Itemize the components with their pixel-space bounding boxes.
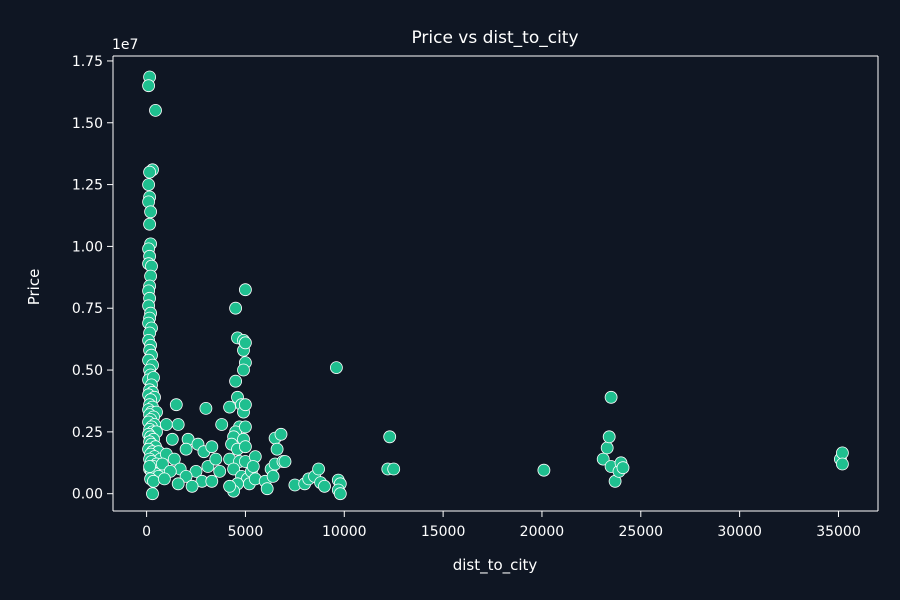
y-tick-label-6: 1.50 bbox=[72, 116, 103, 132]
chart-title: Price vs dist_to_city bbox=[411, 28, 578, 48]
data-point-147 bbox=[274, 427, 288, 441]
ticks-layer: 0 5000 10000 15000 20000 25000 30000 35000 0.00 0… bbox=[72, 54, 861, 540]
y-tick-label-4: 1.00 bbox=[72, 239, 103, 255]
data-point-83 bbox=[165, 432, 179, 446]
data-point-113 bbox=[238, 283, 252, 297]
data-point-5 bbox=[142, 178, 156, 192]
data-point-81 bbox=[159, 418, 173, 431]
data-point-95 bbox=[179, 469, 193, 483]
data-point-98 bbox=[171, 477, 185, 491]
data-point-143 bbox=[260, 482, 274, 496]
data-point-179 bbox=[836, 457, 849, 471]
data-point-156 bbox=[312, 462, 326, 476]
data-point-136 bbox=[223, 479, 237, 493]
x-tick-label-3: 15000 bbox=[421, 524, 466, 540]
y-tick-label-7: 1.75 bbox=[72, 54, 103, 70]
data-point-106 bbox=[223, 400, 237, 414]
points-layer bbox=[142, 70, 849, 501]
data-point-127 bbox=[238, 440, 252, 454]
data-point-104 bbox=[199, 401, 213, 415]
data-point-158 bbox=[318, 479, 331, 493]
x-tick-label-4: 20000 bbox=[520, 524, 565, 540]
data-point-80 bbox=[169, 398, 183, 412]
data-point-148 bbox=[270, 442, 284, 456]
data-point-165 bbox=[383, 430, 397, 444]
data-point-105 bbox=[215, 418, 229, 431]
data-point-178 bbox=[836, 446, 849, 460]
data-point-107 bbox=[229, 374, 243, 388]
y-tick-label-1: 0.25 bbox=[72, 425, 103, 441]
data-point-115 bbox=[237, 363, 250, 377]
x-tick-label-6: 30000 bbox=[717, 524, 762, 540]
data-point-79 bbox=[143, 460, 157, 473]
data-point-88 bbox=[167, 452, 181, 466]
data-point-2 bbox=[149, 104, 162, 117]
data-point-112 bbox=[238, 336, 252, 350]
data-point-170 bbox=[602, 430, 616, 444]
data-point-124 bbox=[238, 420, 252, 434]
data-point-150 bbox=[266, 469, 280, 483]
data-point-119 bbox=[238, 398, 252, 412]
y-tick-label-5: 1.25 bbox=[72, 178, 103, 194]
x-tick-label-0: 0 bbox=[142, 524, 151, 540]
data-point-1 bbox=[142, 79, 156, 93]
data-point-100 bbox=[185, 479, 199, 493]
x-tick-label-7: 35000 bbox=[816, 524, 861, 540]
data-point-169 bbox=[600, 441, 614, 455]
data-point-167 bbox=[537, 463, 551, 477]
data-point-9 bbox=[143, 217, 157, 231]
data-point-101 bbox=[213, 464, 227, 478]
data-point-168 bbox=[596, 452, 610, 466]
axes-layer bbox=[112, 55, 879, 512]
data-point-102 bbox=[209, 452, 223, 466]
x-tick-label-1: 5000 bbox=[228, 524, 264, 540]
data-point-78 bbox=[146, 487, 159, 501]
y-tick-label-2: 0.50 bbox=[72, 363, 103, 379]
data-point-97 bbox=[157, 472, 171, 486]
data-point-103 bbox=[205, 440, 219, 454]
y-tick-label-3: 0.75 bbox=[72, 301, 103, 317]
data-point-85 bbox=[179, 442, 193, 456]
data-point-8 bbox=[144, 205, 158, 219]
x-tick-label-5: 25000 bbox=[619, 524, 664, 540]
data-point-108 bbox=[229, 301, 243, 315]
y-axis-label: Price bbox=[25, 269, 43, 306]
data-point-171 bbox=[604, 390, 618, 404]
y-tick-label-0: 0.00 bbox=[72, 487, 103, 503]
data-point-82 bbox=[171, 418, 185, 431]
y-axis-scale-offset: 1e7 bbox=[112, 37, 138, 53]
x-tick-label-2: 10000 bbox=[322, 524, 367, 540]
data-point-94 bbox=[201, 460, 215, 473]
data-point-4 bbox=[143, 165, 157, 179]
data-point-131 bbox=[227, 462, 241, 476]
data-point-176 bbox=[616, 461, 630, 475]
data-point-139 bbox=[246, 460, 260, 473]
data-point-159 bbox=[329, 361, 343, 375]
data-point-77 bbox=[147, 474, 160, 488]
data-point-166 bbox=[387, 462, 401, 476]
data-point-163 bbox=[333, 487, 347, 501]
data-point-99 bbox=[205, 474, 219, 488]
data-point-90 bbox=[155, 457, 169, 471]
x-axis-label: dist_to_city bbox=[453, 556, 538, 575]
data-point-151 bbox=[278, 455, 292, 468]
